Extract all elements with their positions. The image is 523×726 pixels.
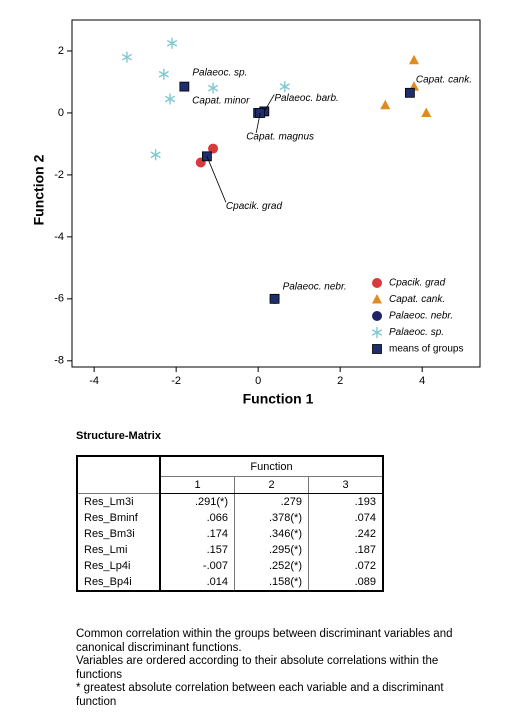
legend-label: means of groups: [389, 344, 464, 355]
y-tick-label: 2: [58, 45, 64, 57]
table-cell: .074: [308, 510, 383, 526]
point: [150, 149, 161, 161]
table-cell: 2: [234, 476, 309, 494]
table-cell: .279: [234, 493, 309, 510]
table-cell: Res_Bp4i: [76, 574, 161, 591]
table-cell: .072: [308, 558, 383, 574]
point-label: Capat. cank.: [416, 74, 472, 85]
table-cell: .066: [159, 510, 235, 526]
x-tick-label: 2: [337, 375, 343, 387]
note-line: * greatest absolute correlation between …: [76, 682, 444, 708]
point: [166, 37, 178, 49]
x-tick-label: 0: [255, 375, 261, 387]
point-label: Palaeoc. barb.: [274, 93, 339, 104]
point: [207, 82, 219, 94]
point-label: Palaeoc. nebr.: [283, 281, 347, 292]
leader-line: [263, 94, 275, 112]
point: [380, 99, 391, 110]
point: [208, 143, 219, 154]
point: [269, 293, 280, 304]
table-cell: -.007: [159, 558, 235, 574]
table-cell: .295(*): [234, 542, 309, 558]
point-label: Capat. minor: [192, 96, 250, 107]
legend: Cpacik. grad Capat. cank. Palaeoc. nebr. Pa…: [371, 278, 464, 355]
plot-frame: [71, 19, 481, 368]
leader-line: [255, 112, 261, 134]
table-row: Res_Lmi .157.295(*) .187: [76, 542, 383, 558]
y-tick-label: -6: [54, 293, 64, 305]
table-cell: Res_Bminf: [76, 510, 161, 526]
notes: Common correlation within the groups bet…: [76, 628, 476, 709]
table-row: Res_Lp4i -.007.252(*) .072: [76, 558, 383, 574]
table-cell: .187: [308, 542, 383, 558]
x-tick-label: -4: [89, 375, 99, 387]
table-cell: .252(*): [234, 558, 309, 574]
legend-marker: [372, 344, 382, 354]
note-line: Common correlation within the groups bet…: [76, 628, 453, 654]
y-tick-label: -4: [54, 231, 64, 243]
point: [164, 93, 176, 105]
leader-line: [206, 156, 227, 203]
y-axis-label: Function 2: [31, 154, 47, 225]
table-cell: [76, 456, 161, 494]
table-row: Res_Lm3i .291(*) .279.193: [76, 493, 383, 510]
x-tick-label: -2: [171, 375, 181, 387]
table-cell: .014: [159, 574, 235, 591]
legend-marker: [372, 294, 382, 304]
point-label: Palaeoc. sp.: [192, 67, 247, 78]
y-tick-label: 0: [58, 107, 64, 119]
point: [158, 68, 169, 80]
point: [279, 81, 290, 93]
point: [408, 54, 419, 65]
structure-matrix: Function 1 2 3 Res_Lm3i .291(*) .279.193 Res_Bm…: [76, 455, 384, 592]
x-tick-label: 4: [419, 375, 425, 387]
point-label: Capat. magnus: [246, 132, 314, 143]
table-cell: .193: [308, 493, 383, 510]
table-cell: .291(*): [159, 493, 235, 510]
legend-marker: [372, 278, 382, 288]
table-row: Function: [76, 456, 383, 494]
x-axis-label: Function 1: [243, 391, 314, 407]
point: [421, 107, 432, 117]
table-row: Res_Bminf .066.378(*) .074: [76, 510, 383, 526]
legend-marker: [372, 311, 382, 321]
table-cell: .157: [159, 542, 235, 558]
table-cell: 3: [308, 476, 383, 494]
table-cell: 1: [159, 476, 235, 494]
legend-label: Palaeoc. nebr.: [389, 311, 453, 322]
table-cell: Res_Lp4i: [76, 558, 161, 574]
point-label: Cpacik. grad: [226, 201, 283, 212]
y-tick-label: -8: [54, 355, 64, 367]
table-cell: Res_Bm3i: [76, 526, 161, 542]
legend-label: Cpacik. grad: [389, 278, 446, 289]
note-line: Variables are ordered according to their…: [76, 655, 439, 681]
table-row: Res_Bp4i .014.158(*) .089: [76, 574, 383, 591]
legend-marker: [371, 327, 383, 338]
table-cell: Res_Lmi: [76, 542, 161, 558]
y-tick-label: -2: [54, 169, 64, 181]
chart: Function 1 Function 2 -4 -2 0 2 4 -8 -6 -4 -2 0 2 P…: [31, 19, 481, 407]
table-cell: Function: [159, 456, 383, 477]
table-row: Res_Bm3i .174.346(*) .242: [76, 526, 383, 542]
table-title: Structure-Matrix: [76, 430, 161, 442]
table-cell: Res_Lm3i: [76, 493, 161, 510]
point: [179, 81, 190, 92]
point: [121, 51, 133, 63]
legend-label: Capat. cank.: [389, 294, 445, 305]
table-cell: .158(*): [234, 574, 309, 591]
table-cell: .346(*): [234, 526, 309, 542]
table-cell: .089: [308, 574, 383, 591]
legend-label: Palaeoc. sp.: [389, 327, 444, 338]
table-cell: .242: [308, 526, 383, 542]
table-cell: .174: [159, 526, 235, 542]
table-cell: .378(*): [234, 510, 309, 526]
point: [404, 87, 415, 98]
